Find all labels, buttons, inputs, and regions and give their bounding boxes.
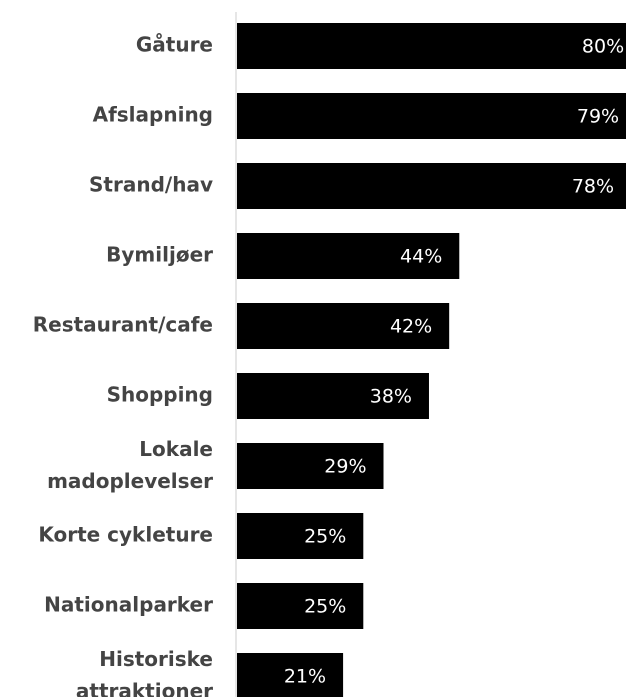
bar [237, 93, 626, 139]
value-label: 29% [324, 456, 366, 478]
value-label: 44% [400, 246, 442, 268]
category-label: Bymiljøer [106, 243, 213, 267]
bar [237, 513, 364, 559]
value-label: 79% [577, 106, 619, 128]
bar [237, 373, 429, 419]
category-label: Afslapning [93, 103, 213, 127]
category-label: Nationalparker [44, 593, 213, 617]
value-label: 21% [284, 666, 326, 688]
bar [237, 163, 626, 209]
value-label: 42% [390, 316, 432, 338]
category-label: Strand/hav [89, 173, 213, 197]
bar [237, 303, 450, 349]
value-label: 25% [304, 526, 346, 548]
bar [237, 443, 384, 489]
value-label: 80% [582, 36, 624, 58]
category-label: Lokale madoplevelser [47, 437, 213, 493]
bar [237, 653, 344, 697]
bar [237, 233, 460, 279]
category-label: Shopping [107, 383, 213, 407]
value-label: 38% [370, 386, 412, 408]
bar [237, 23, 626, 69]
value-label: 78% [572, 176, 614, 198]
category-label: Gåture [136, 33, 213, 57]
category-label: Historiske attraktioner [76, 647, 213, 697]
value-label: 25% [304, 596, 346, 618]
bars [237, 23, 626, 697]
category-label: Restaurant/cafe [33, 313, 213, 337]
category-label: Korte cykleture [38, 523, 213, 547]
bar [237, 583, 364, 629]
